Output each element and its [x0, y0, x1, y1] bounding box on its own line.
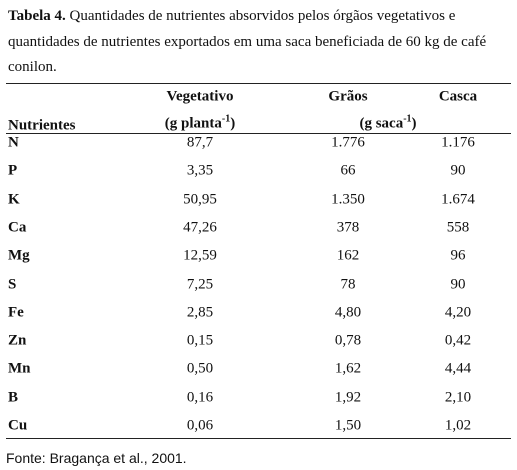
table-cell: 0,78 [334, 332, 362, 349]
table-cell: 2,10 [444, 389, 472, 406]
nutrient-name: B [8, 389, 19, 406]
unit-exponent: -1 [221, 113, 231, 125]
unit-base: (g saca [359, 115, 404, 132]
column-header: Nutrientes [8, 117, 76, 134]
table-cell: 1,62 [334, 360, 362, 377]
table-cell: 1.776 [331, 134, 365, 151]
table-cell: 1,92 [334, 389, 362, 406]
top-rule [6, 83, 511, 84]
caption: Tabela 4. Quantidades de nutrientes abso… [8, 4, 513, 81]
table-cell: 0,50 [186, 360, 214, 377]
table-cell: 4,80 [334, 304, 362, 321]
table-cell: 378 [336, 219, 360, 236]
table-cell: 78 [340, 276, 356, 292]
table-cell: 96 [450, 247, 466, 264]
nutrient-name: Fe [8, 304, 24, 321]
table-cell: 12,59 [183, 247, 217, 264]
unit-exponent: -1 [403, 113, 412, 125]
caption-text: Quantidades de nutrientes absorvidos pel… [8, 8, 487, 75]
nutrient-name: P [8, 162, 18, 179]
table-cell: 1.350 [331, 191, 365, 208]
table-cell: 4,20 [444, 304, 472, 321]
table-cell: 558 [446, 219, 470, 236]
table-cell: 87,7 [186, 134, 214, 151]
unit-close: ) [230, 115, 236, 132]
bottom-rule [6, 438, 511, 439]
table-cell: 90 [450, 276, 466, 292]
nutrient-name: Ca [8, 219, 27, 236]
unit-base: (g planta [164, 115, 222, 132]
table-cell: 0,42 [444, 332, 472, 349]
table-cell: 66 [340, 162, 356, 179]
nutrient-name: N [8, 134, 19, 151]
table-cell: 0,16 [186, 389, 214, 406]
column-header: Vegetativo [166, 88, 234, 105]
unit-label: (g saca-1) [359, 114, 416, 133]
table-cell: 1.674 [441, 191, 475, 208]
column-header: Casca [438, 88, 478, 105]
table-cell: 90 [450, 162, 466, 179]
table-cell: 50,95 [183, 191, 217, 208]
table-cell: 162 [336, 247, 360, 264]
nutrient-name: K [8, 191, 20, 208]
column-header: Grãos [328, 88, 368, 105]
nutrient-name: Cu [8, 417, 28, 434]
table-cell: 2,85 [186, 304, 214, 321]
table-cell: 4,44 [444, 360, 472, 377]
table-cell: 1,02 [444, 417, 472, 434]
source: Fonte: Bragança et al., 2001. [6, 450, 187, 466]
nutrient-name: Mg [8, 247, 30, 264]
table-cell: 3,35 [186, 162, 214, 179]
table-cell: 1.176 [441, 134, 475, 151]
nutrient-name: Mn [8, 360, 31, 377]
nutrient-name: Zn [8, 332, 27, 349]
table-cell: 7,25 [186, 276, 214, 292]
unit-label: (g planta-1) [165, 114, 235, 133]
table-cell: 0,15 [186, 332, 214, 349]
table-cell: 1,50 [334, 417, 362, 434]
table-cell: 0,06 [186, 417, 214, 434]
header-rule [6, 133, 511, 134]
caption-label: Tabela 4. [8, 8, 66, 24]
unit-close: ) [411, 115, 417, 132]
nutrient-name: S [8, 276, 17, 292]
table-cell: 47,26 [183, 219, 217, 236]
